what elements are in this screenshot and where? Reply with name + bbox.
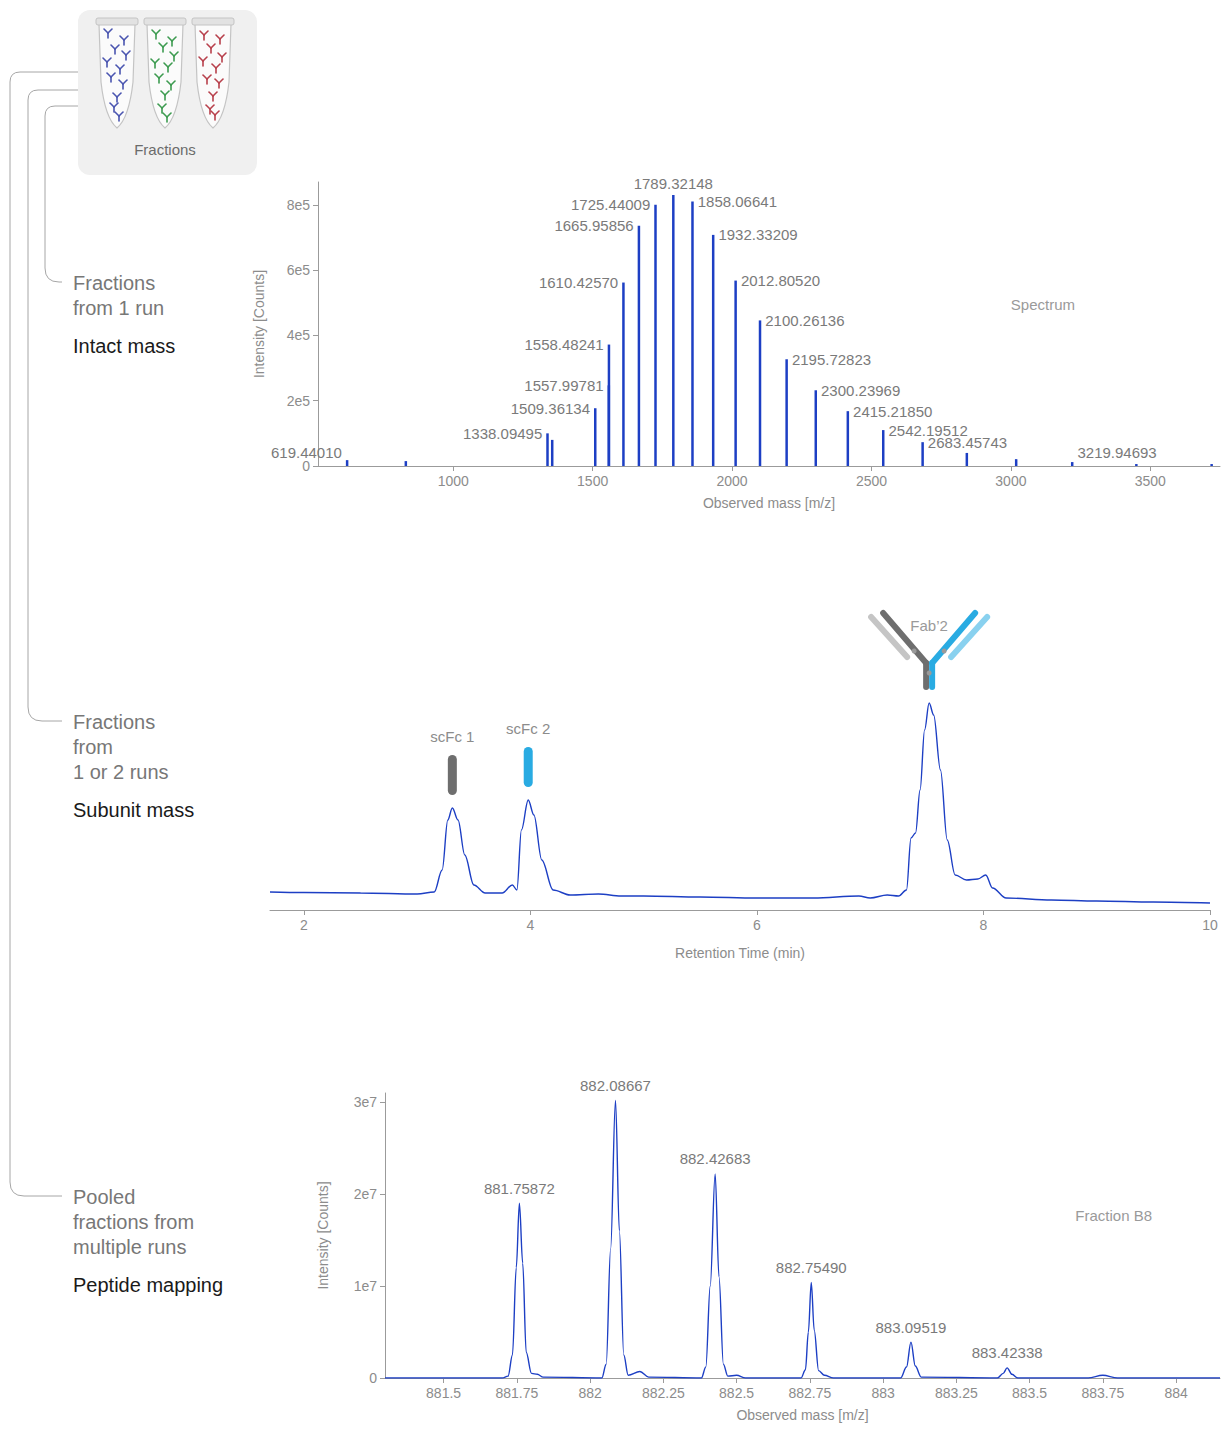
svg-text:883.75: 883.75 — [1081, 1385, 1124, 1401]
svg-text:2000: 2000 — [716, 473, 747, 489]
svg-text:Intact mass: Intact mass — [73, 335, 175, 357]
svg-text:4e5: 4e5 — [287, 327, 311, 343]
svg-text:0: 0 — [302, 458, 310, 474]
svg-text:883.42338: 883.42338 — [972, 1344, 1043, 1361]
svg-text:Intensity [Counts]: Intensity [Counts] — [251, 270, 267, 378]
svg-text:Fractions: Fractions — [73, 272, 155, 294]
svg-text:881.75872: 881.75872 — [484, 1180, 555, 1197]
svg-text:8: 8 — [980, 917, 988, 933]
svg-text:882.5: 882.5 — [719, 1385, 754, 1401]
svg-text:Subunit mass: Subunit mass — [73, 799, 194, 821]
svg-text:Fraction B8: Fraction B8 — [1075, 1207, 1152, 1224]
svg-text:Intensity [Counts]: Intensity [Counts] — [315, 1181, 331, 1289]
svg-text:882.25: 882.25 — [642, 1385, 685, 1401]
svg-text:scFc 2: scFc 2 — [506, 720, 550, 737]
svg-text:619.44010: 619.44010 — [271, 444, 342, 461]
svg-text:3e7: 3e7 — [354, 1094, 378, 1110]
svg-text:1338.09495: 1338.09495 — [463, 425, 542, 442]
svg-text:3500: 3500 — [1135, 473, 1166, 489]
svg-text:Fractions: Fractions — [134, 141, 196, 158]
svg-text:3000: 3000 — [995, 473, 1026, 489]
svg-text:1509.36134: 1509.36134 — [511, 400, 590, 417]
svg-text:scFc 1: scFc 1 — [430, 728, 474, 745]
svg-text:Fractions: Fractions — [73, 711, 155, 733]
svg-text:0: 0 — [369, 1370, 377, 1386]
svg-text:2e7: 2e7 — [354, 1186, 378, 1202]
svg-text:Observed mass [m/z]: Observed mass [m/z] — [703, 495, 835, 511]
svg-text:2415.21850: 2415.21850 — [853, 403, 932, 420]
svg-text:2012.80520: 2012.80520 — [741, 272, 820, 289]
svg-text:882: 882 — [578, 1385, 602, 1401]
svg-text:Fab’2: Fab’2 — [910, 617, 948, 634]
svg-text:884: 884 — [1164, 1385, 1188, 1401]
svg-text:multiple runs: multiple runs — [73, 1236, 186, 1258]
svg-text:1789.32148: 1789.32148 — [634, 175, 713, 192]
svg-text:2100.26136: 2100.26136 — [765, 312, 844, 329]
svg-text:1000: 1000 — [438, 473, 469, 489]
svg-text:1e7: 1e7 — [354, 1278, 378, 1294]
svg-text:2500: 2500 — [856, 473, 887, 489]
svg-text:1610.42570: 1610.42570 — [539, 274, 618, 291]
svg-text:1858.06641: 1858.06641 — [698, 193, 777, 210]
svg-text:Observed mass [m/z]: Observed mass [m/z] — [736, 1407, 868, 1423]
svg-text:10: 10 — [1202, 917, 1218, 933]
svg-text:2e5: 2e5 — [287, 393, 311, 409]
svg-text:2542.19512: 2542.19512 — [888, 421, 968, 439]
svg-text:881.75: 881.75 — [495, 1385, 538, 1401]
svg-text:Retention Time (min): Retention Time (min) — [675, 945, 805, 961]
svg-text:883.09519: 883.09519 — [876, 1319, 947, 1336]
svg-text:1557.99781: 1557.99781 — [524, 377, 603, 394]
svg-text:883: 883 — [871, 1385, 895, 1401]
svg-text:883.25: 883.25 — [935, 1385, 978, 1401]
svg-text:6: 6 — [753, 917, 761, 933]
svg-text:882.42683: 882.42683 — [680, 1150, 751, 1167]
svg-text:881.5: 881.5 — [426, 1385, 461, 1401]
svg-text:1725.44009: 1725.44009 — [571, 196, 650, 213]
svg-text:from 1 run: from 1 run — [73, 297, 164, 319]
svg-text:6e5: 6e5 — [287, 262, 311, 278]
svg-text:fractions from: fractions from — [73, 1211, 194, 1233]
svg-text:2300.23969: 2300.23969 — [821, 382, 900, 399]
svg-text:Pooled: Pooled — [73, 1186, 135, 1208]
svg-text:Peptide mapping: Peptide mapping — [73, 1274, 223, 1296]
svg-text:2: 2 — [300, 917, 308, 933]
svg-text:Spectrum: Spectrum — [1011, 296, 1075, 313]
svg-text:1932.33209: 1932.33209 — [718, 226, 797, 243]
svg-text:882.75490: 882.75490 — [776, 1259, 847, 1276]
svg-text:1665.95856: 1665.95856 — [554, 217, 633, 234]
svg-text:883.5: 883.5 — [1012, 1385, 1047, 1401]
svg-text:2683.45743: 2683.45743 — [928, 434, 1007, 451]
svg-text:1500: 1500 — [577, 473, 608, 489]
svg-text:from: from — [73, 736, 113, 758]
svg-text:8e5: 8e5 — [287, 197, 311, 213]
svg-text:1558.48241: 1558.48241 — [524, 336, 603, 353]
svg-text:3219.94693: 3219.94693 — [1077, 444, 1156, 461]
svg-text:2195.72823: 2195.72823 — [792, 351, 871, 368]
svg-text:4: 4 — [527, 917, 535, 933]
svg-text:882.75: 882.75 — [788, 1385, 831, 1401]
svg-text:1 or 2 runs: 1 or 2 runs — [73, 761, 169, 783]
svg-text:882.08667: 882.08667 — [580, 1077, 651, 1094]
